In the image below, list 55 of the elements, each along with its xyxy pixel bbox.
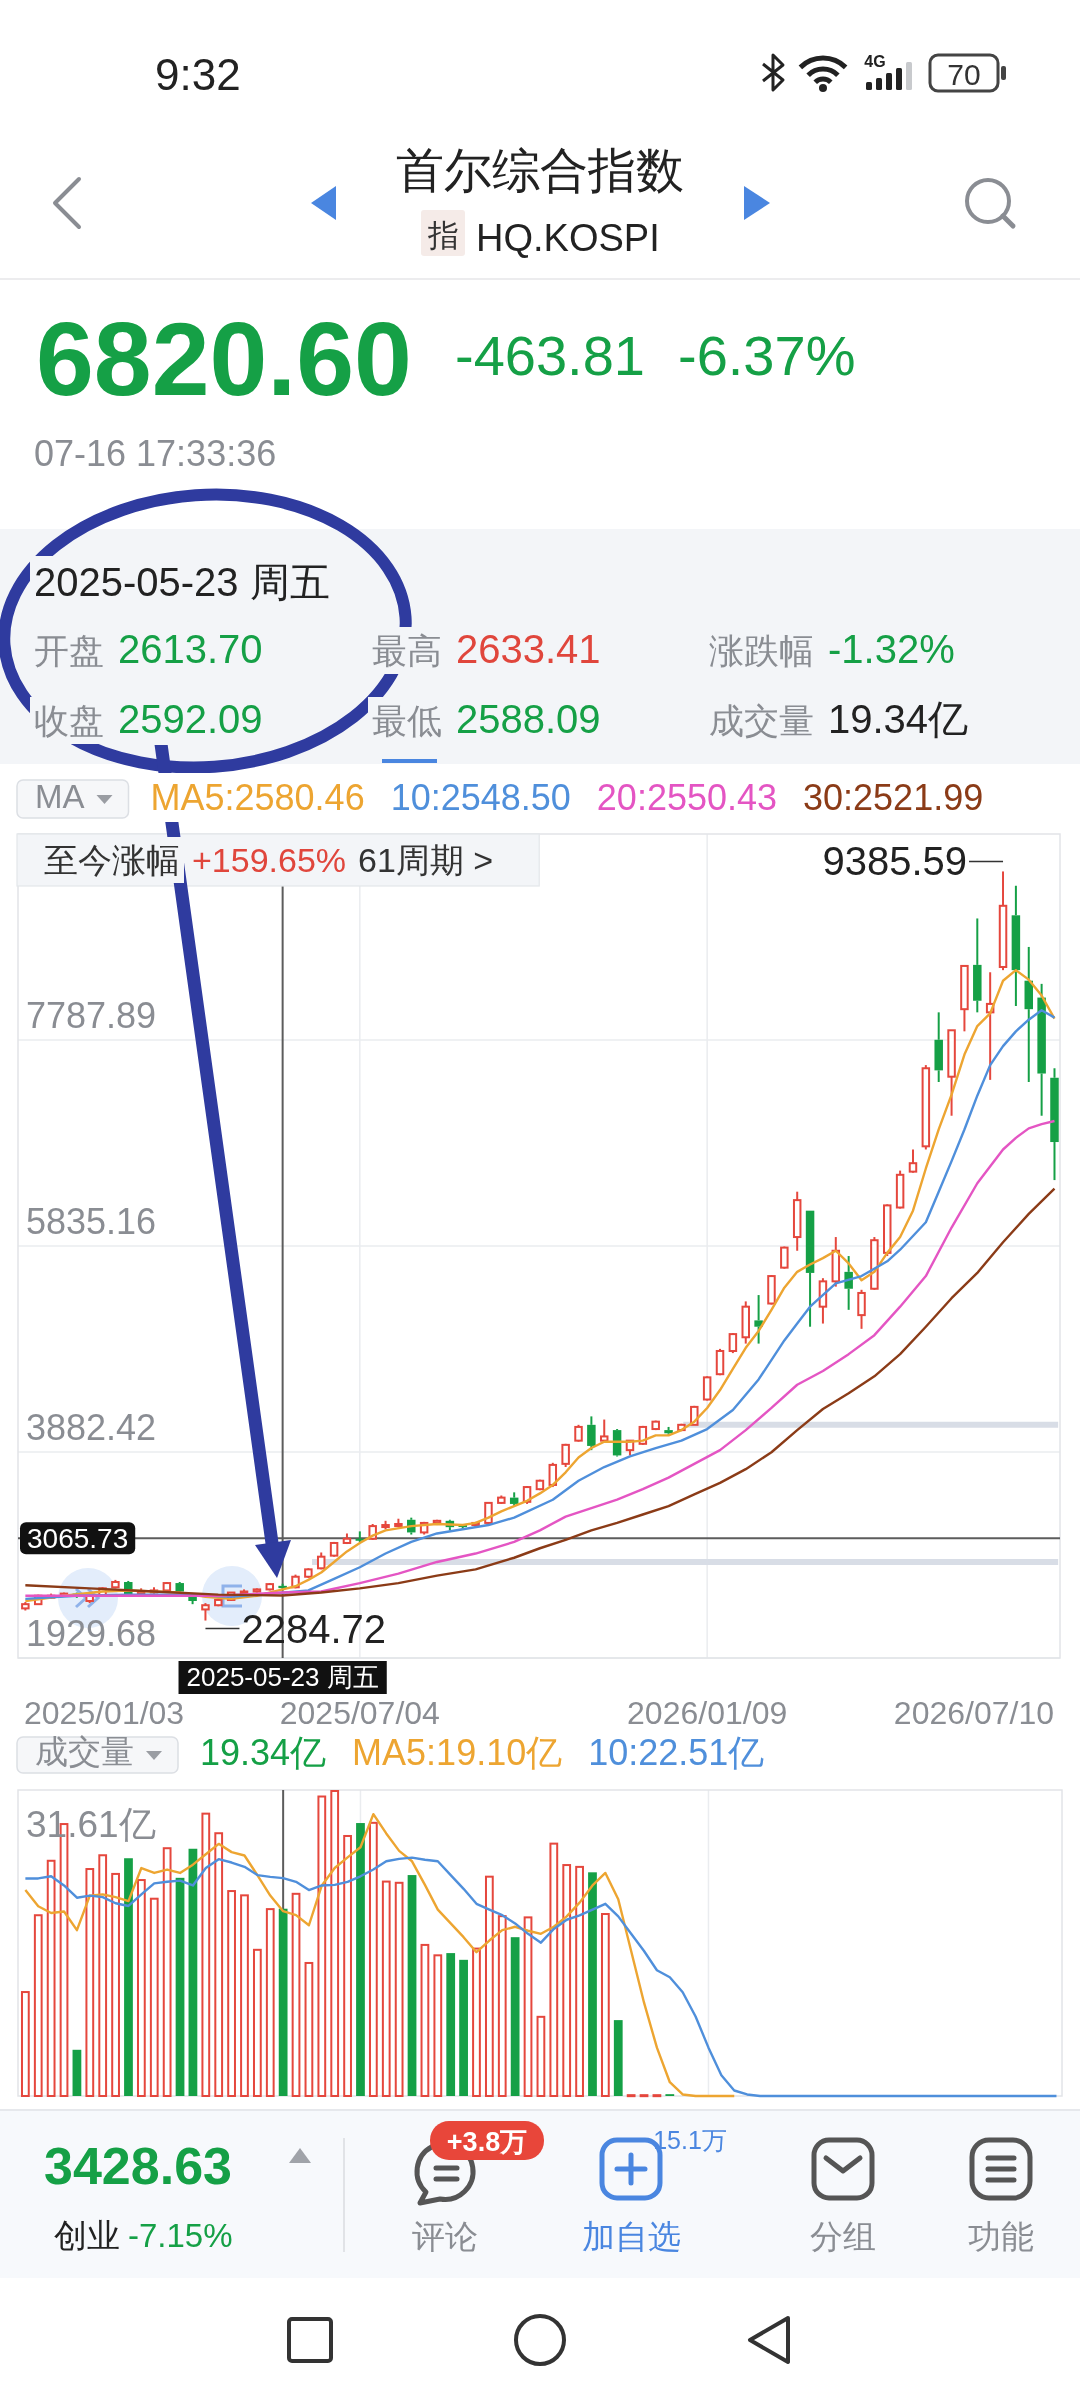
text: 功能 — [968, 2218, 1034, 2255]
text: 2592.09 — [118, 697, 263, 741]
y-tick-label: 3882.42 — [26, 1407, 157, 1448]
series-label: MA5:19.10亿 — [352, 1732, 563, 1773]
legend-title: MA — [35, 778, 85, 815]
text: 2633.41 — [456, 627, 601, 671]
text: 最低 — [372, 701, 442, 740]
text: 开盘 — [34, 631, 104, 670]
text: +3.8万 — [446, 2127, 528, 2157]
text: 涨跌幅 — [709, 631, 814, 670]
text: HQ.KOSPI — [476, 217, 660, 259]
text: 2025-05-23 周五 — [34, 560, 330, 604]
text: -463.81 — [455, 324, 645, 387]
y-tick-label: 7787.89 — [26, 995, 157, 1036]
text: -6.37% — [678, 324, 856, 387]
legend: 成交量 19.34亿 MA5:19.10亿 10:22.51亿 — [16, 1732, 765, 1774]
text: 70 — [947, 58, 981, 91]
annotation: 61周期 > — [358, 841, 494, 879]
y-tick-label: 5835.16 — [26, 1201, 157, 1242]
ref-label: 3065.73 — [20, 1522, 136, 1555]
text: -7.15% — [128, 2217, 233, 2254]
text: 加自选 — [581, 2218, 681, 2255]
text: 评论 — [412, 2218, 478, 2255]
text: 2613.70 — [118, 627, 263, 671]
text: 19.34亿 — [828, 697, 969, 741]
text: 创业 — [54, 2217, 120, 2254]
text: 4G — [864, 53, 886, 70]
ref-line-label: 2025-05-23 周五 — [186, 1662, 379, 1692]
text: 分组 — [810, 2218, 876, 2255]
extreme-label: 9385.59 — [822, 839, 1004, 884]
text: 2588.09 — [456, 697, 601, 741]
text: 07-16 17:33:36 — [34, 433, 277, 474]
text: 成交量 — [709, 701, 814, 740]
text: 收盘 — [34, 701, 104, 740]
text: 指 — [426, 218, 459, 253]
text: 首尔综合指数 — [396, 144, 684, 197]
note: 至今涨幅 +159.65% 61周期 > — [16, 833, 540, 887]
text: 9:32 — [155, 50, 241, 99]
text: 6820.60 — [36, 301, 412, 417]
annotation: +159.65% — [192, 841, 347, 879]
text: 最高 — [372, 631, 442, 670]
legend: MA MA5:2580.46 10:2548.50 20:2550.43 30:2521.99 — [16, 777, 984, 819]
text: 2026/07/10 — [893, 1695, 1054, 1731]
x-tick-label: 2025/07/04 — [279, 1695, 440, 1731]
legend-title: 成交量 — [35, 1733, 134, 1770]
y-tick-label: 1929.68 — [26, 1613, 157, 1654]
text: 3428.63 — [44, 2137, 232, 2195]
text: 2025/01/03 — [24, 1695, 185, 1731]
ref-label: 2025-05-23 周五 — [178, 1661, 387, 1694]
note: 31.61亿 — [26, 1804, 156, 1845]
text: -1.32% — [828, 627, 955, 671]
x-tick-label: 2026/01/09 — [627, 1695, 788, 1731]
annotation: 至今涨幅 — [44, 841, 180, 879]
annotation: 9385.59 — [822, 839, 968, 884]
text: 15.1万 — [653, 2126, 727, 2154]
